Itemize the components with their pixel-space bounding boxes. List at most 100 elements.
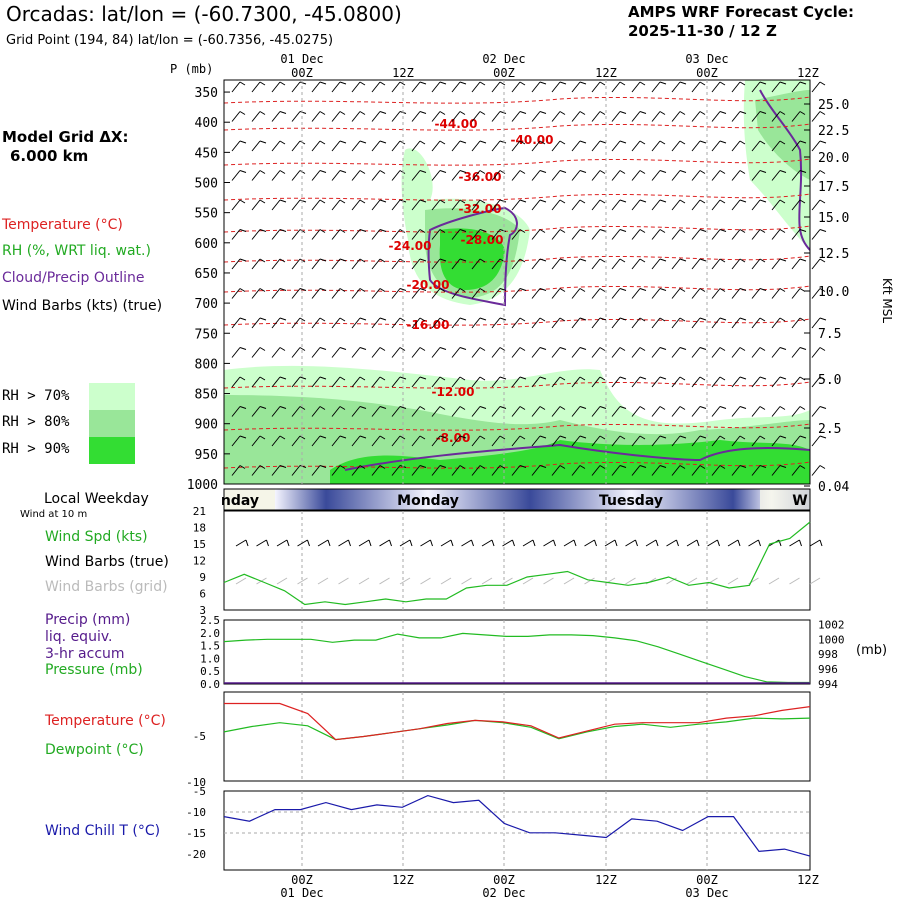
weekday-label: Monday: [397, 493, 459, 509]
pressure-axis-label: P (mb): [170, 62, 214, 76]
wind-barb: [751, 111, 767, 122]
wind-barb: [651, 376, 667, 388]
wind-barb: [771, 111, 786, 122]
wind-barb: [271, 229, 287, 240]
surface-grid-barb: [522, 577, 534, 585]
contour-label: -20.00: [407, 278, 450, 292]
wind-barb: [571, 140, 587, 152]
wind-barb: [311, 170, 327, 181]
wind-barb: [331, 288, 346, 299]
surface-wind-barb: [379, 539, 392, 547]
precip-tick: 0.5: [200, 665, 220, 678]
wind-barb: [551, 465, 566, 476]
wind-barb: [451, 465, 466, 476]
wind-barb: [551, 140, 566, 152]
wind-barb: [811, 199, 826, 211]
wind-barb: [491, 81, 506, 93]
weekday-band-segment: [326, 489, 530, 510]
legend-temperature: Temperature (°C): [2, 217, 123, 233]
wind-barb: [531, 406, 546, 417]
height-tick: 7.5: [818, 327, 841, 342]
wind-barb: [751, 288, 767, 299]
bottom-time-label: 00Z: [291, 873, 313, 887]
wind-barb: [411, 435, 426, 447]
wind-barb: [331, 406, 346, 417]
top-time-label: 12Z: [595, 66, 617, 80]
wind-barb: [571, 81, 587, 93]
wind-barb: [411, 258, 427, 270]
wind-barb: [391, 317, 406, 329]
wind-barb: [791, 140, 807, 152]
wind-barb: [651, 317, 666, 329]
legend-pressure: Pressure (mb): [45, 662, 143, 678]
contour-label: -12.00: [432, 385, 475, 399]
surface-grid-barb: [502, 577, 513, 585]
cloud-outline-upper: [759, 89, 811, 251]
wind-speed-tick: 18: [193, 522, 206, 535]
wind-barb: [271, 170, 286, 181]
pressure-tick-right: 1002: [818, 618, 845, 631]
wind-barb: [751, 376, 767, 388]
wind-barb: [271, 111, 287, 122]
wind-barb: [751, 199, 767, 211]
wind-barb: [631, 288, 647, 299]
wind-barb: [671, 288, 686, 299]
surface-grid-barb: [461, 577, 472, 585]
wind-barb: [511, 288, 527, 299]
pressure-tick-right: 1000: [818, 633, 845, 646]
wind-barb: [811, 317, 827, 329]
wind-barb: [411, 288, 427, 299]
wind-barb: [711, 435, 726, 447]
wind-barb: [451, 406, 466, 417]
wind-barb: [251, 229, 267, 240]
wind-barb: [351, 376, 366, 388]
legend-rh70: RH > 70%: [2, 388, 70, 404]
wind-barb: [691, 81, 706, 93]
wind-barb: [591, 111, 606, 122]
windchill-panel-frame: [223, 790, 811, 871]
surface-wind-barb: [666, 539, 679, 547]
wind-barb: [671, 465, 686, 476]
wind-barb: [591, 406, 607, 417]
wind-barb: [291, 170, 306, 181]
model-grid-line2: 6.000 km: [10, 147, 89, 165]
legend-wind-speed: Wind Spd (kts): [45, 529, 148, 545]
wind-barb: [531, 376, 547, 388]
wind-barb: [811, 435, 827, 447]
wind-barb: [351, 229, 367, 240]
wind-barb: [471, 406, 487, 417]
wind-barb: [431, 199, 446, 211]
pressure-tick: 900: [195, 418, 218, 433]
surface-grid-barb: [317, 577, 329, 585]
wind-barb: [771, 347, 787, 358]
wind-barb: [251, 317, 267, 329]
wind-barb: [571, 199, 586, 211]
dewpoint-line: [223, 717, 811, 741]
wind-barb: [771, 288, 786, 299]
wind-barb: [811, 258, 826, 270]
wind-barb: [351, 435, 367, 447]
wind-barb: [471, 258, 486, 270]
wind-barb: [711, 199, 726, 211]
wind-barb: [791, 229, 807, 240]
wind-barb: [591, 376, 606, 388]
rh90-swatch: [89, 437, 135, 464]
surface-wind-barb: [584, 539, 597, 547]
wind-barb: [391, 376, 407, 388]
surface-wind-barb: [420, 539, 433, 547]
wind-barb: [431, 288, 446, 299]
wind-barb: [691, 258, 707, 270]
surface-grid-barb: [481, 577, 493, 585]
wind-barb: [331, 317, 346, 329]
wind-barb: [731, 229, 746, 240]
wind-barb: [651, 288, 667, 299]
pressure-tick: 800: [195, 357, 218, 372]
wind-barb: [691, 229, 707, 240]
wind-barb: [591, 170, 606, 181]
wind-barb: [791, 435, 807, 447]
temperature-contour: [223, 193, 811, 201]
wind-barb: [491, 435, 506, 447]
wind-barb: [791, 406, 806, 417]
wind-barb: [231, 111, 246, 122]
wind-barb: [311, 465, 327, 476]
